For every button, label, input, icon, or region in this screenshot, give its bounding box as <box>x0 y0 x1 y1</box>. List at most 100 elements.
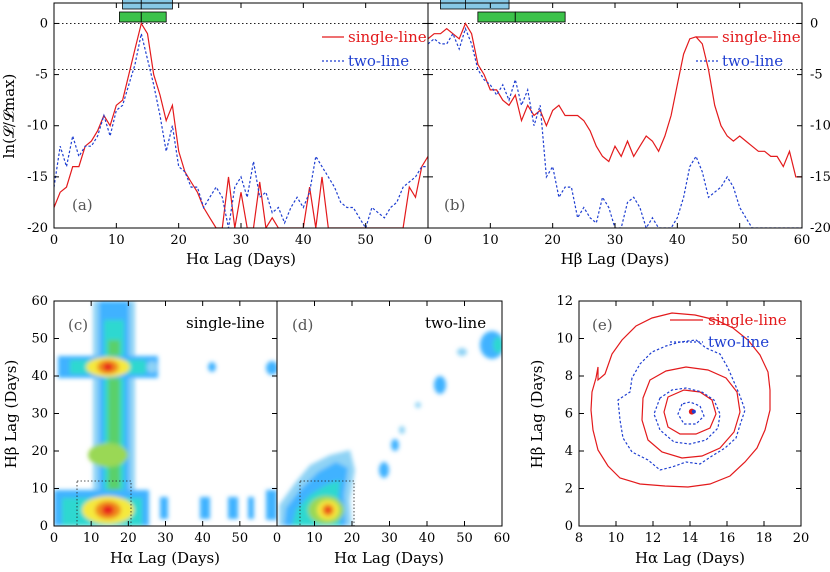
y-tick-label-c-0: 0 <box>40 519 48 534</box>
y-tick-label-e-5: 10 <box>556 332 573 347</box>
heat-c-col-core <box>108 340 120 526</box>
heat-d-dotted-box <box>299 480 355 526</box>
y-tick-label-a-4: -20 <box>27 221 48 236</box>
heat-c-blob-6 <box>208 362 216 372</box>
contour-center-marker-two <box>691 409 696 414</box>
panel-e-xlabel: Hα Lag (Days) <box>635 549 745 567</box>
panel-b-series <box>428 22 802 228</box>
heat-c-mid-band <box>88 443 128 467</box>
x-tick-label-d-1: 10 <box>306 531 323 546</box>
x-tick-label-c-0: 0 <box>50 531 58 546</box>
x-tick-label-e-1: 10 <box>608 531 625 546</box>
panel-e-contours <box>590 312 771 488</box>
panel-b-xlabel: Hβ Lag (Days) <box>561 250 670 268</box>
panel-c: 0 10 20 30 40 50 0 10 20 30 40 50 60 (c) single-line… <box>2 294 278 567</box>
contour-single-outer <box>590 312 771 488</box>
lag-bar-a-green-0 <box>119 11 142 23</box>
x-tick-label-b-3: 30 <box>607 233 624 248</box>
contour-single-mid <box>641 366 741 459</box>
heat-d-max <box>325 507 331 513</box>
panel-d-tag: two-line <box>425 314 486 332</box>
x-tick-label-d-5: 50 <box>456 531 473 546</box>
panel-a-legend: single-line two-line <box>322 28 427 70</box>
contour-two-outer <box>617 339 746 471</box>
panel-a-ylabel: ln(𝓛/𝓛max) <box>0 74 18 159</box>
x-tick-label-a-5: 50 <box>357 233 374 248</box>
series-a-two <box>54 33 428 228</box>
y-tick-label-e-0: 0 <box>565 519 573 534</box>
lag-bar-a-green-1 <box>140 11 167 23</box>
series-a-single <box>54 21 428 228</box>
x-tick-label-c-1: 10 <box>83 531 100 546</box>
x-tick-label-a-1: 10 <box>108 233 125 248</box>
y-tick-label-a-2: -10 <box>27 119 48 134</box>
x-tick-label-b-5: 50 <box>731 233 748 248</box>
panel-b-ticks: 0 10 20 30 40 50 60 0 -5 -10 -15 -20 <box>424 3 830 248</box>
contour-two-mid <box>653 387 721 445</box>
y-tick-label-c-5: 50 <box>31 332 48 347</box>
y-tick-label-c-6: 60 <box>31 294 48 309</box>
panel-b-legend: single-line two-line <box>696 28 801 70</box>
panel-b-letter: (b) <box>444 196 465 214</box>
legend-a-single-label: single-line <box>348 28 427 46</box>
legend-b-single-label: single-line <box>722 28 801 46</box>
y-tick-label-c-4: 40 <box>31 369 48 384</box>
y-tick-label-b-4: -20 <box>810 221 830 236</box>
y-tick-label-c-2: 20 <box>31 444 48 459</box>
y-tick-label-b-2: -10 <box>810 119 830 134</box>
x-tick-label-b-4: 40 <box>669 233 686 248</box>
x-tick-label-a-0: 0 <box>50 233 58 248</box>
x-tick-label-e-5: 18 <box>756 531 773 546</box>
lag-bar-b-green-0 <box>477 11 516 23</box>
x-tick-label-d-3: 30 <box>381 531 398 546</box>
heat-d-blob-3 <box>399 426 405 434</box>
contour-two-inner <box>677 401 705 425</box>
panel-e-legend: single-line two-line <box>670 311 787 351</box>
y-tick-label-b-0: 0 <box>810 16 818 31</box>
panel-d-heatmap <box>279 331 502 526</box>
y-tick-label-e-2: 4 <box>565 444 573 459</box>
panel-c-xlabel: Hα Lag (Days) <box>110 549 220 567</box>
heat-c-blob-4 <box>248 497 254 519</box>
x-tick-label-b-1: 10 <box>482 233 499 248</box>
y-tick-label-c-3: 30 <box>31 407 48 422</box>
heat-d-blob-4 <box>434 376 446 394</box>
heat-c-max-bottom <box>102 505 114 515</box>
x-tick-label-c-3: 30 <box>157 531 174 546</box>
x-tick-label-e-6: 20 <box>793 531 810 546</box>
heat-d-blob-6 <box>457 348 467 356</box>
panel-c-tag: single-line <box>186 314 265 332</box>
legend-e-two-label: two-line <box>708 333 769 351</box>
y-tick-label-c-1: 10 <box>31 482 48 497</box>
panel-d-letter: (d) <box>292 316 313 334</box>
panel-a-ticks: 0 10 20 30 40 50 0 -5 -10 -15 -20 <box>27 3 428 248</box>
y-tick-label-e-4: 8 <box>565 369 573 384</box>
x-tick-label-d-2: 20 <box>344 531 361 546</box>
panel-a: 0 10 20 30 40 50 0 -5 -10 -15 -20 (a) single-line … <box>0 0 429 268</box>
x-tick-label-a-4: 40 <box>295 233 312 248</box>
y-tick-label-a-1: -5 <box>35 68 48 83</box>
x-tick-label-b-0: 0 <box>424 233 432 248</box>
x-tick-label-a-3: 30 <box>233 233 250 248</box>
panel-c-letter: (c) <box>68 316 88 334</box>
panel-d-ticks: 0 10 20 30 40 50 60 <box>273 301 510 546</box>
x-tick-label-e-0: 8 <box>575 531 583 546</box>
x-tick-label-e-4: 16 <box>719 531 736 546</box>
y-tick-label-e-3: 6 <box>565 407 573 422</box>
heat-d-blob-1 <box>379 462 389 478</box>
heat-c-blob-5 <box>266 490 277 520</box>
series-b-single <box>428 22 802 178</box>
lag-bar-b-blue-0 <box>440 0 466 10</box>
x-tick-label-d-0: 0 <box>273 531 281 546</box>
x-tick-label-c-4: 40 <box>194 531 211 546</box>
lag-bar-a-blue-1 <box>140 0 173 10</box>
y-tick-label-a-3: -15 <box>27 170 48 185</box>
x-tick-label-a-2: 20 <box>170 233 187 248</box>
y-tick-label-e-1: 2 <box>565 482 573 497</box>
legend-e-single-label: single-line <box>708 311 787 329</box>
panel-c-heatmap <box>54 301 277 526</box>
heat-c-blob-2 <box>200 497 210 519</box>
panel-e-letter: (e) <box>592 316 613 334</box>
lag-bar-b-blue-1 <box>464 0 510 10</box>
heat-d-blob-2 <box>391 439 399 451</box>
